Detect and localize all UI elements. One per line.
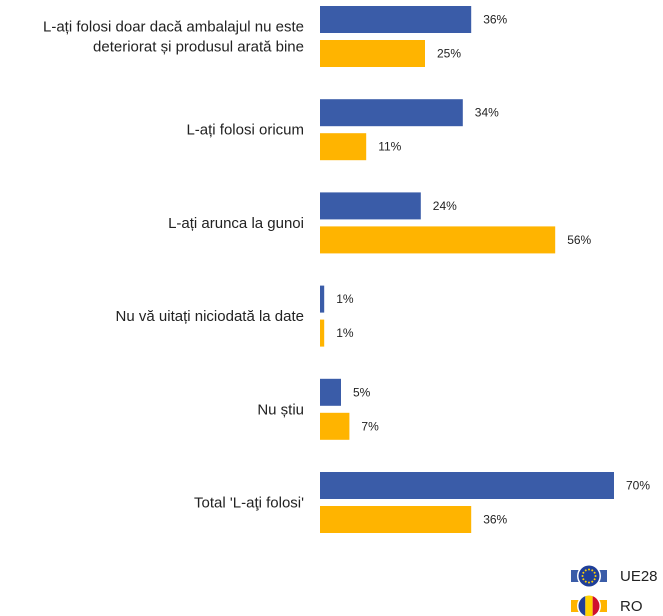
- bar-ue28-5: [320, 472, 614, 499]
- legend: UE28 RO: [571, 564, 658, 616]
- bar-ro-1: [320, 133, 367, 161]
- bar-ue28-1: [320, 99, 463, 127]
- bar-ue28-3: [320, 285, 325, 313]
- value-label-ue28-0: 36%: [483, 13, 507, 27]
- ro-flag-icon: [577, 594, 601, 616]
- category-labels-group: L-ați folosi doar dacă ambalajul nu este…: [43, 19, 304, 512]
- value-label-ue28-2: 24%: [433, 199, 457, 213]
- value-label-ro-3: 1%: [336, 326, 354, 340]
- legend-item-ro: RO: [571, 594, 643, 616]
- value-label-ue28-5: 70%: [626, 479, 650, 493]
- value-label-ue28-4: 5%: [353, 385, 371, 399]
- category-label-1: L-ați folosi oricum: [186, 122, 304, 139]
- bar-ro-3: [320, 319, 325, 347]
- bar-ro-2: [320, 226, 556, 254]
- value-label-ro-5: 36%: [483, 513, 507, 527]
- bar-ue28-0: [320, 6, 472, 33]
- legend-label-ro: RO: [620, 598, 643, 615]
- category-label-5: Total 'L-aţi folosi': [194, 495, 304, 512]
- bar-ro-0: [320, 40, 425, 67]
- legend-item-ue28: UE28: [571, 564, 658, 588]
- category-label-4: Nu știu: [257, 401, 304, 418]
- bars-group: 36% 25% 34% 11% 24% 56% 1% 1% 5% 7% 70% 36%: [320, 6, 650, 533]
- bar-ue28-2: [320, 192, 421, 220]
- legend-label-ue28: UE28: [620, 568, 658, 585]
- category-label-0: L-ați folosi doar dacă ambalajul nu este…: [43, 19, 304, 56]
- bar-ue28-4: [320, 378, 341, 406]
- bar-ro-4: [320, 412, 350, 440]
- value-label-ro-4: 7%: [361, 419, 379, 433]
- value-label-ue28-1: 34%: [475, 106, 499, 120]
- value-label-ue28-3: 1%: [336, 292, 354, 306]
- bar-ro-5: [320, 506, 472, 533]
- value-label-ro-2: 56%: [567, 233, 591, 247]
- category-label-2: L-ați arunca la gunoi: [168, 215, 304, 232]
- value-label-ro-1: 11%: [378, 140, 401, 154]
- category-label-3: Nu vă uitați niciodată la date: [116, 308, 304, 325]
- eu-flag-icon: [577, 564, 601, 588]
- value-label-ro-0: 25%: [437, 47, 461, 61]
